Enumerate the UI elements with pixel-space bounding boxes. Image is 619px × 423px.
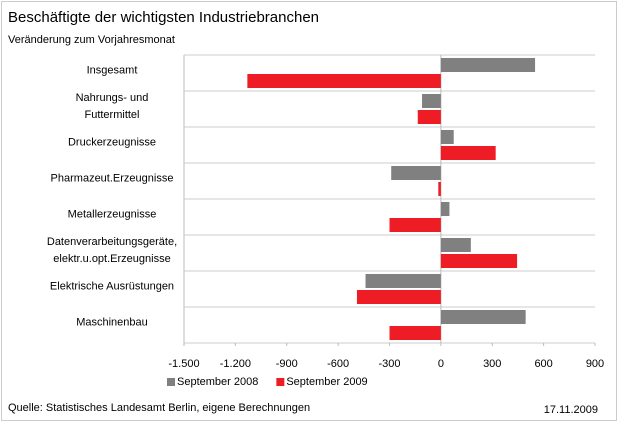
- bar: [440, 130, 454, 144]
- x-tick-label: 0: [438, 358, 444, 370]
- y-tick-label: Insgesamt: [86, 64, 138, 77]
- y-tick-label: Druckerzeugnisse: [67, 136, 157, 149]
- bar: [438, 182, 441, 196]
- bar: [365, 274, 441, 288]
- y-tick-label: Elektrische Ausrüstungen: [49, 280, 175, 293]
- y-tick-label: Pharmazeut.Erzeugnisse: [50, 172, 174, 185]
- date: 17.11.2009: [544, 404, 598, 416]
- x-tick-label: 300: [483, 358, 501, 370]
- legend-label: September 2009: [286, 376, 367, 388]
- bar: [440, 310, 526, 324]
- x-tick-label: -1.500: [168, 358, 199, 370]
- x-tick-label: -300: [378, 358, 400, 370]
- legend-label: September 2008: [177, 376, 258, 388]
- bar: [417, 110, 441, 124]
- x-tick-label: 600: [534, 358, 552, 370]
- bar: [389, 326, 441, 340]
- chart-subtitle: Veränderung zum Vorjahresmonat: [8, 34, 175, 46]
- legend-swatch: [276, 378, 285, 386]
- bar: [389, 218, 441, 232]
- x-tick-label: -600: [327, 358, 349, 370]
- bar: [440, 254, 518, 268]
- bar: [440, 58, 536, 72]
- bar: [356, 290, 441, 304]
- bar: [391, 166, 441, 180]
- bar: [440, 146, 496, 160]
- bar: [422, 94, 441, 108]
- x-tick-label: -1.200: [220, 358, 251, 370]
- chart-title: Beschäftigte der wichtigsten Industriebr…: [8, 9, 319, 26]
- y-tick-label: Maschinenbau: [76, 316, 148, 329]
- bar: [247, 74, 441, 88]
- bar: [440, 202, 450, 216]
- y-tick-label: Datenverarbeitungsgeräte, elektr.u.opt.E…: [46, 236, 178, 265]
- y-tick-label: Metallerzeugnisse: [67, 208, 157, 221]
- y-tick-label: Nahrungs- und Futtermittel: [75, 92, 149, 121]
- bar: [440, 238, 471, 252]
- source: Quelle: Statistisches Landesamt Berlin, …: [8, 402, 310, 414]
- x-tick-label: 900: [586, 358, 604, 370]
- legend-swatch: [167, 378, 175, 386]
- x-tick-label: -900: [276, 358, 298, 370]
